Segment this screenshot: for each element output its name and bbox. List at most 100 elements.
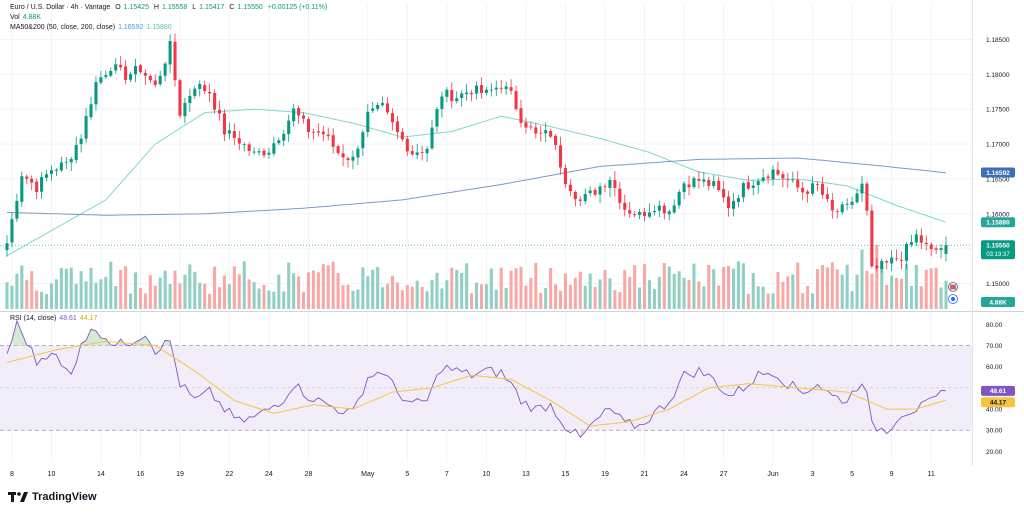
candle-up <box>445 89 449 97</box>
candle-down <box>919 235 923 243</box>
volume-bar <box>603 270 607 309</box>
candle-down <box>509 87 513 91</box>
candle-down <box>835 210 839 212</box>
volume-bar <box>909 285 913 309</box>
candle-up <box>366 111 370 133</box>
volume-bar <box>386 283 390 309</box>
candle-down <box>806 191 810 194</box>
time-tick-label: 11 <box>928 471 935 478</box>
volume-bar <box>885 284 889 309</box>
volume-bar <box>484 284 488 309</box>
candle-up <box>292 108 296 122</box>
candle-down <box>885 261 889 263</box>
volume-bar <box>499 267 503 309</box>
candle-up <box>252 151 256 153</box>
volume-label[interactable]: Vol <box>10 14 20 21</box>
rsi-tick-label: 80.00 <box>986 322 1003 329</box>
volume-bar <box>336 272 340 309</box>
candle-up <box>667 211 671 215</box>
candle-down <box>331 135 335 147</box>
volume-bar <box>642 264 647 309</box>
volume-bar <box>796 262 800 309</box>
candle-up <box>371 108 375 111</box>
candle-up <box>277 140 281 144</box>
candle-up <box>15 200 19 219</box>
candle-down <box>35 181 39 193</box>
volume-bar <box>287 262 291 309</box>
candle-down <box>232 131 236 138</box>
candle-down <box>143 72 147 76</box>
volume-bar <box>717 285 721 309</box>
volume-bar <box>736 261 740 309</box>
volume-bar <box>366 276 370 309</box>
volume-bar <box>776 271 780 309</box>
volume-bar <box>919 286 923 309</box>
tradingview-logo[interactable]: TradingView <box>8 491 97 503</box>
volume-bar <box>904 263 908 309</box>
symbol-title[interactable]: Euro / U.S. Dollar · 4h · Vantage <box>10 4 111 11</box>
volume-bar <box>479 284 483 309</box>
candle-down <box>727 196 731 209</box>
volume-bar <box>25 280 29 309</box>
volume-bar <box>850 291 854 309</box>
volume-bar <box>371 269 375 309</box>
volume-bar <box>504 287 508 309</box>
volume-bar <box>939 287 943 309</box>
candle-up <box>69 159 73 163</box>
candle-down <box>642 211 647 217</box>
ma50-line <box>6 108 947 257</box>
volume-bar <box>741 263 745 309</box>
candle-down <box>262 150 266 156</box>
candle-up <box>692 178 696 187</box>
volume-bar <box>929 268 933 309</box>
candle-up <box>376 104 380 109</box>
price-tick-label: 1.18000 <box>986 72 1010 79</box>
candle-up <box>845 203 849 205</box>
volume-bar <box>514 268 518 309</box>
candlesticks <box>5 33 948 273</box>
volume-bar <box>934 267 938 309</box>
candle-up <box>440 96 444 109</box>
candle-up <box>10 219 14 243</box>
candle-up <box>756 181 760 186</box>
ohlc-low: 1.15417 <box>199 4 225 11</box>
candle-up <box>761 177 765 181</box>
candle-down <box>173 41 177 81</box>
candle-down <box>786 179 790 181</box>
rsi-label[interactable]: RSI (14, close) <box>10 315 57 322</box>
volume-bar <box>124 266 128 309</box>
volume-bar <box>899 278 904 309</box>
volume-bar <box>638 287 642 309</box>
volume-bar <box>203 283 207 309</box>
candle-down <box>825 194 829 200</box>
candle-down <box>568 184 572 192</box>
volume-bar <box>613 290 617 309</box>
candle-down <box>316 131 320 133</box>
volume-bar <box>677 271 681 309</box>
candle-up <box>20 176 24 202</box>
price-tick-label: 1.17000 <box>986 142 1010 149</box>
candle-down <box>237 138 241 144</box>
candle-up <box>682 183 686 193</box>
volume-bar <box>10 285 14 309</box>
volume-bar <box>524 285 528 309</box>
candle-up <box>287 120 291 135</box>
time-tick-label: 14 <box>97 471 105 478</box>
candle-down <box>341 153 345 158</box>
candle-up <box>489 89 493 91</box>
volume-bar <box>301 291 306 309</box>
candle-up <box>435 109 439 127</box>
volume-bar <box>682 277 686 309</box>
candle-down <box>153 80 157 85</box>
candle-up <box>133 65 138 75</box>
candle-up <box>361 132 365 149</box>
candle-up <box>702 179 706 182</box>
ma-label[interactable]: MA50&200 (50, close, 200, close) <box>10 24 116 31</box>
volume-bar <box>217 287 222 309</box>
candle-down <box>929 244 933 250</box>
legend-symbol-row: Euro / U.S. Dollar · 4h · Vantage O 1.154… <box>10 4 330 12</box>
volume-bar <box>554 284 558 309</box>
candle-down <box>633 214 637 216</box>
volume-bar <box>895 278 899 309</box>
